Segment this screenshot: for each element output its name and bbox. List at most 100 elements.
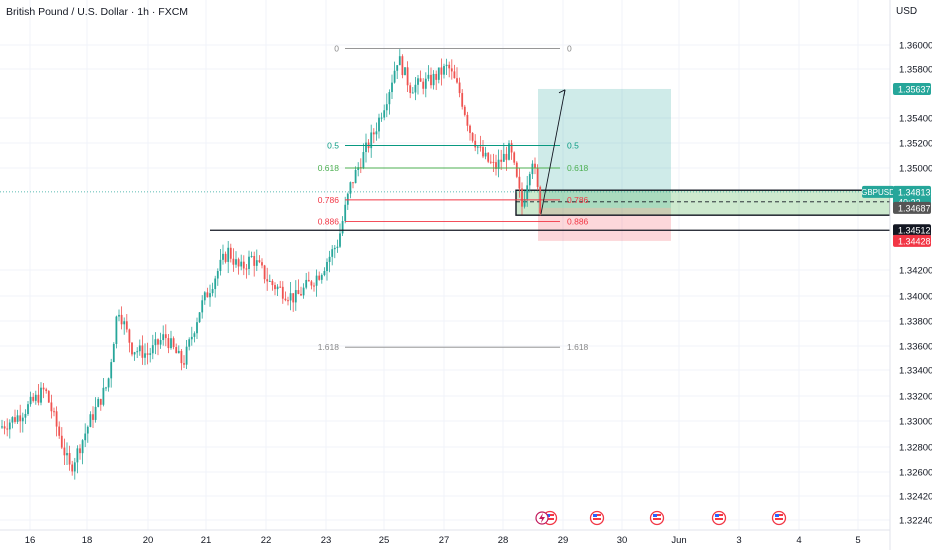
- flag-stripe: [775, 518, 783, 520]
- profit-zone[interactable]: [538, 88, 671, 208]
- candle-body: [175, 347, 178, 354]
- candle-body: [375, 131, 378, 135]
- candle-body: [151, 345, 154, 354]
- candle-body: [196, 322, 198, 334]
- candle-body: [99, 398, 102, 405]
- candle-body: [216, 271, 219, 279]
- price-tick-label: 1.35400: [899, 114, 932, 125]
- candle-body: [440, 67, 443, 75]
- candle-body: [79, 448, 81, 454]
- candle-body: [149, 353, 152, 355]
- candle-body: [388, 92, 391, 105]
- flag-stripe: [593, 518, 601, 520]
- candle-body: [258, 260, 261, 263]
- us-event-flag-icon[interactable]: [711, 510, 727, 526]
- candle-body: [411, 92, 414, 94]
- candle-body: [404, 67, 406, 76]
- candle-body: [456, 78, 458, 83]
- candle-body: [133, 352, 136, 355]
- candle-body: [424, 78, 427, 89]
- candle-body: [274, 285, 276, 290]
- candle-body: [422, 81, 425, 89]
- candle-body: [393, 70, 396, 83]
- flag-stripe: [653, 518, 661, 520]
- candle-body: [128, 329, 131, 343]
- fib-level-label-left: 0: [334, 44, 339, 54]
- candle-body: [271, 280, 274, 286]
- candle-body: [482, 147, 484, 157]
- candle-body: [203, 292, 206, 301]
- candle-body: [305, 279, 308, 288]
- currency-label[interactable]: USD: [896, 6, 918, 17]
- candle-body: [435, 73, 438, 80]
- candle-body: [232, 258, 235, 265]
- time-tick-label: 5: [855, 535, 860, 546]
- candle-body: [523, 199, 526, 207]
- candle-body: [406, 67, 409, 86]
- candle-body: [92, 414, 94, 420]
- candle-body: [66, 453, 68, 456]
- candle-body: [284, 298, 287, 301]
- candle-body: [313, 285, 315, 287]
- price-labels: 1.35637GBPUSD1.3481340:221.346871.345121…: [861, 82, 931, 247]
- position-zones[interactable]: [515, 88, 891, 241]
- projection-arrow[interactable]: [540, 89, 566, 214]
- candle-body: [466, 114, 469, 126]
- candle-body: [331, 249, 334, 257]
- economic-events[interactable]: [535, 510, 787, 526]
- symbol-title[interactable]: British Pound / U.S. Dollar · 1h · FXCM: [6, 6, 189, 18]
- price-tick-label: 1.36000: [899, 41, 932, 52]
- stop-zone[interactable]: [538, 207, 671, 241]
- fib-level-label-right: 0.786: [567, 195, 589, 205]
- candle-body: [53, 411, 55, 413]
- price-tick-label: 1.32240: [899, 516, 932, 527]
- candle-body: [380, 117, 383, 119]
- fib-level-label-left: 1.618: [318, 342, 340, 352]
- candle-body: [487, 152, 490, 162]
- candle-body: [3, 426, 6, 429]
- candle-body: [474, 140, 477, 148]
- candle-body: [162, 334, 165, 341]
- drawing-tools[interactable]: 0 0 0.5 0.5 0.618 0.618 0.786 0.786 0.886 0.886 1.…: [0, 44, 890, 353]
- time-tick-label: 3: [736, 535, 741, 546]
- price-axis-tag: [893, 185, 931, 198]
- candle-body: [29, 396, 32, 405]
- candle-body: [34, 394, 37, 401]
- candle-body: [211, 289, 214, 294]
- us-event-flag-icon[interactable]: [649, 510, 665, 526]
- us-event-flag-icon[interactable]: [589, 510, 605, 526]
- fib-level-label-left: 0.786: [318, 195, 340, 205]
- demand-box[interactable]: [515, 189, 891, 216]
- candle-body: [328, 256, 331, 262]
- candle-body: [536, 168, 539, 187]
- candle-body: [76, 448, 79, 463]
- fib-level-label-right: 0.618: [567, 163, 589, 173]
- candle-body: [531, 163, 534, 175]
- candle-body: [255, 260, 258, 266]
- candle-body: [24, 414, 27, 418]
- candle-body: [224, 253, 227, 262]
- candle-body: [16, 415, 19, 422]
- candle-body: [320, 275, 323, 280]
- candle-body: [391, 82, 393, 93]
- price-tick-label: 1.32420: [899, 492, 932, 503]
- candle-body: [354, 169, 357, 184]
- fib-level-label-right: 1.618: [567, 342, 589, 352]
- candle-body: [398, 56, 401, 66]
- candle-body: [206, 292, 209, 298]
- candle-body: [430, 74, 432, 86]
- candle-body: [188, 339, 191, 347]
- candle-body: [365, 142, 367, 153]
- candle-body: [346, 193, 349, 205]
- candle-body: [495, 162, 497, 169]
- price-axis-tag-text: 1.34512: [898, 226, 931, 236]
- candle-body: [505, 153, 508, 160]
- candle-body: [32, 396, 35, 401]
- candle-body: [253, 255, 256, 266]
- candle-body: [471, 132, 474, 141]
- us-event-flag-icon[interactable]: [771, 510, 787, 526]
- candle-body: [521, 188, 523, 207]
- candle-body: [432, 73, 435, 86]
